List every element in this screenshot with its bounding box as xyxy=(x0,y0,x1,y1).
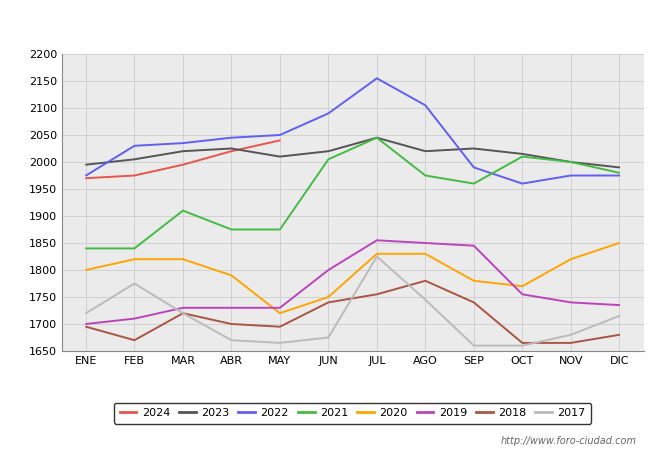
Text: Afiliados en Cercedilla a 31/5/2024: Afiliados en Cercedilla a 31/5/2024 xyxy=(162,14,488,32)
Text: http://www.foro-ciudad.com: http://www.foro-ciudad.com xyxy=(501,436,637,446)
Legend: 2024, 2023, 2022, 2021, 2020, 2019, 2018, 2017: 2024, 2023, 2022, 2021, 2020, 2019, 2018… xyxy=(114,403,592,424)
